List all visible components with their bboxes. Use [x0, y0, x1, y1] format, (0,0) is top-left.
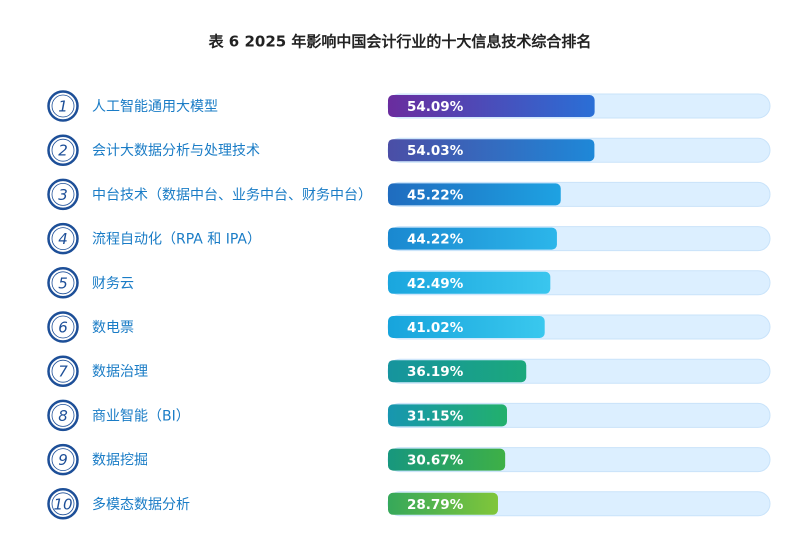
category-label: 流程自动化（RPA 和 IPA）: [92, 232, 261, 248]
rank-badge: [47, 488, 79, 520]
rank-badge: [47, 222, 79, 255]
rank-badge-inner: [51, 271, 75, 295]
category-label: 数电票: [92, 320, 134, 336]
rank-badge: [47, 134, 79, 166]
rank-badge-inner: [51, 227, 75, 251]
bar: [388, 95, 595, 117]
rank-number: 9: [58, 451, 68, 469]
rank-number: 4: [58, 230, 68, 248]
rank-badge-inner: [51, 359, 75, 383]
value-label: 54.09%: [407, 99, 464, 115]
rank-badge-inner: [51, 138, 75, 162]
value-label: 30.67%: [407, 453, 464, 469]
bar: [388, 139, 595, 162]
rank-badge-inner: [51, 492, 75, 516]
rank-badge-inner: [51, 448, 75, 472]
rank-number: 5: [58, 274, 68, 292]
bar: [388, 227, 557, 250]
chart-title: 表 6 2025 年影响中国会计行业的十大信息技术综合排名: [209, 33, 592, 51]
rank-number: 7: [58, 363, 68, 381]
rank-number: 6: [58, 319, 68, 337]
value-label: 54.03%: [407, 143, 464, 159]
rank-badge: [47, 178, 79, 211]
category-label: 商业智能（BI）: [92, 408, 190, 424]
rank-number: 3: [58, 186, 68, 204]
rank-badge: [47, 267, 79, 299]
rank-badge-inner: [51, 94, 75, 118]
rank-number: 1: [58, 98, 68, 116]
rank-number: 10: [53, 495, 72, 513]
rank-number: 8: [58, 407, 68, 425]
rank-badge: [47, 311, 79, 343]
value-label: 45.22%: [407, 187, 464, 203]
bar: [388, 316, 545, 338]
rank-badge: [47, 443, 79, 476]
rank-badge: [47, 355, 79, 387]
rank-badge-inner: [51, 182, 75, 206]
rank-badge-inner: [51, 315, 75, 339]
value-label: 31.15%: [407, 408, 464, 424]
bar: [388, 183, 561, 206]
bar: [388, 448, 506, 471]
category-label: 会计大数据分析与处理技术: [92, 143, 260, 159]
bar: [388, 492, 498, 515]
bar: [388, 271, 551, 294]
rank-badge: [47, 399, 79, 432]
category-label: 人工智能通用大模型: [92, 99, 218, 115]
category-label: 数据治理: [92, 364, 148, 380]
category-label: 财务云: [92, 276, 134, 292]
value-label: 36.19%: [407, 364, 464, 380]
rank-number: 2: [58, 142, 68, 160]
value-label: 41.02%: [407, 320, 464, 336]
category-label: 多模态数据分析: [92, 496, 190, 513]
rank-badge: [47, 90, 79, 122]
value-label: 44.22%: [407, 232, 464, 248]
category-label: 中台技术（数据中台、业务中台、财务中台）: [92, 187, 372, 203]
bar: [388, 360, 527, 383]
bar: [388, 404, 507, 427]
category-label: 数据挖掘: [92, 453, 148, 469]
rank-badge-inner: [51, 403, 75, 427]
value-label: 28.79%: [407, 497, 464, 513]
value-label: 42.49%: [407, 276, 464, 292]
